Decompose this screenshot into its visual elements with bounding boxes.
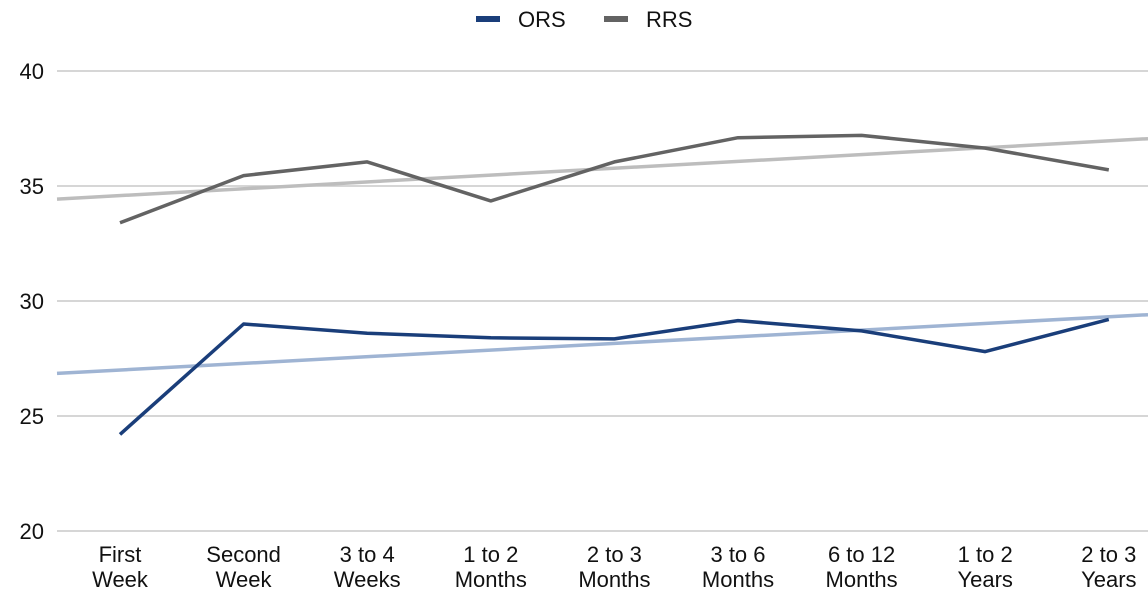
trendline-rrs <box>56 136 1148 201</box>
legend-swatch-ors <box>476 16 500 22</box>
x-tick-label: First Week <box>92 542 149 592</box>
y-tick-label: 20 <box>20 519 44 544</box>
x-tick-label: 3 to 4 Weeks <box>334 542 401 592</box>
x-axis-labels: First Week Second Week 3 to 4 Weeks 1 to 2 Mont… <box>92 542 1136 592</box>
series-lines <box>118 133 1110 436</box>
trendline-ors <box>56 312 1148 376</box>
gridlines <box>57 70 1148 532</box>
x-tick-label: 1 to 2 Years <box>957 542 1012 592</box>
y-axis-ticks: 20 25 30 35 40 <box>20 59 44 544</box>
y-tick-label: 40 <box>20 59 44 84</box>
series-line-ors <box>118 317 1110 436</box>
x-tick-label: Second Week <box>206 542 281 592</box>
x-tick-label: 1 to 2 Months <box>455 542 527 592</box>
y-tick-label: 35 <box>20 174 44 199</box>
x-tick-label: 3 to 6 Months <box>702 542 774 592</box>
legend: ORS RRS <box>476 7 692 32</box>
trendlines <box>56 136 1148 376</box>
x-tick-label: 2 to 3 Months <box>578 542 650 592</box>
legend-label-ors: ORS <box>518 7 566 32</box>
legend-swatch-rrs <box>604 16 628 22</box>
x-tick-label: 6 to 12 Months <box>826 542 898 592</box>
y-tick-label: 30 <box>20 289 44 314</box>
series-line-rrs <box>119 133 1110 225</box>
y-tick-label: 25 <box>20 404 44 429</box>
legend-label-rrs: RRS <box>646 7 692 32</box>
x-tick-label: 2 to 3 Years <box>1081 542 1136 592</box>
